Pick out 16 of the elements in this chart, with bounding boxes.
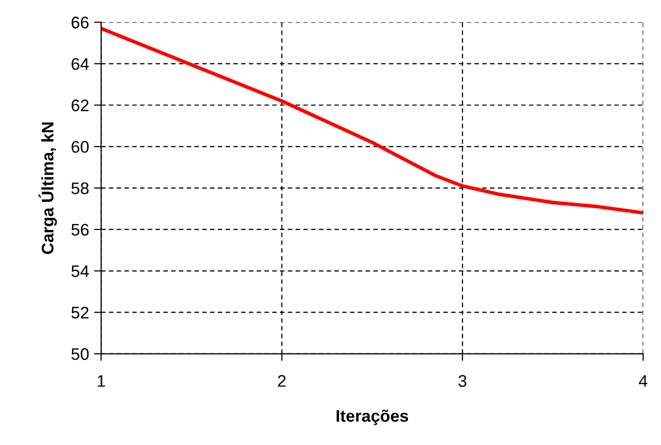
y-tick-label: 66 [72, 16, 89, 28]
y-tick-label: 64 [72, 58, 89, 70]
x-tick-label: 2 [278, 375, 286, 387]
y-tick-label: 58 [71, 182, 89, 194]
y-tick-label: 56 [71, 224, 89, 236]
line-series [101, 26, 644, 215]
x-tick-label: 3 [458, 375, 466, 387]
y-tick-label: 62 [72, 100, 88, 112]
y-axis-title: Carga Última, kN [38, 122, 57, 254]
y-tick-label: 50 [71, 348, 89, 360]
x-tick-label: 1 [98, 375, 105, 387]
x-tick-label: 4 [638, 375, 648, 387]
y-tick-label: 60 [72, 140, 89, 153]
y-tick-label: 54 [71, 265, 89, 278]
x-axis-title: Iterações [336, 410, 408, 426]
y-tick-label: 52 [71, 306, 88, 319]
